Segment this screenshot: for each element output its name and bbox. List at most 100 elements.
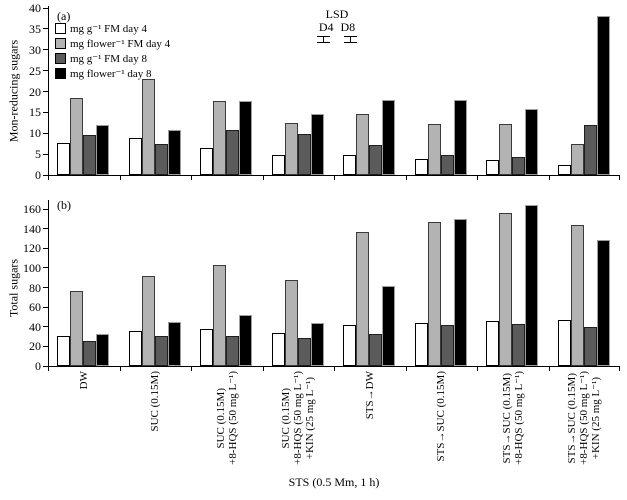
- bar-series3-group0: [96, 124, 109, 175]
- y-tick-label: 20: [29, 339, 41, 354]
- y-tick-mark: [43, 345, 48, 347]
- bar-series3-group7: [596, 16, 610, 175]
- x-category-label-line: +8-HQS (50 mg L⁻¹): [292, 371, 305, 465]
- x-category-label-line: STS→SUC (0.15M): [500, 372, 513, 464]
- y-axis-line: [48, 6, 49, 175]
- bar-series0-group1: [128, 137, 142, 175]
- legend-item: mg g⁻¹ FM day 4: [55, 22, 170, 35]
- x-axis-category-labels: DW SUC (0.15M) SUC (0.15M) +8-HQS (50 mg L⁻…: [48, 371, 620, 471]
- y-tick-mark: [43, 174, 48, 176]
- x-tick-mark: [334, 366, 335, 371]
- y-tick-mark: [43, 267, 48, 269]
- x-tick-mark: [477, 366, 478, 371]
- bar-series2-group5: [440, 154, 454, 175]
- y-tick-label: 0: [35, 359, 41, 373]
- y-tick-label: 35: [29, 21, 41, 36]
- bar-series2-group7: [583, 124, 597, 175]
- bar-series1-group4: [356, 114, 369, 175]
- bar-series2-group5: [440, 324, 454, 366]
- y-tick-label: 40: [29, 1, 41, 15]
- legend-item: mg flower⁻¹ day 8: [55, 67, 170, 80]
- y-tick-label: 15: [29, 105, 41, 120]
- y-tick-label: 160: [23, 202, 41, 216]
- bar-series1-group6: [499, 123, 512, 175]
- y-tick-mark: [43, 306, 48, 308]
- legend-swatch-icon: [55, 38, 66, 49]
- y-tick-label: 30: [29, 42, 41, 57]
- bar-series3-group4: [382, 285, 395, 366]
- x-category-label-line: STS→SUC (0.15M): [566, 372, 579, 464]
- x-category-label-line: +8-HQS (50 mg L⁻¹): [512, 371, 525, 465]
- x-category-label: SUC (0.15M): [149, 371, 161, 432]
- x-category-label-line: SUC (0.15M): [214, 387, 227, 449]
- bar-series2-group1: [154, 144, 168, 175]
- legend: mg g⁻¹ FM day 4 mg flower⁻¹ FM day 4 mg g⁻…: [55, 22, 170, 82]
- bar-series0-group7: [557, 319, 571, 366]
- bar-series1-group1: [141, 78, 155, 175]
- bar-series1-group5: [427, 124, 441, 175]
- bar-series1-group7: [570, 144, 584, 175]
- panel-a-label: (a): [57, 9, 71, 23]
- legend-label: mg flower⁻¹ FM day 4: [70, 38, 171, 50]
- x-category-label-line: SUC (0.15M): [280, 387, 293, 449]
- error-bar-icon: [344, 36, 357, 43]
- bar-series0-group0: [57, 142, 70, 175]
- x-category-label: STS→SUC (0.15M): [435, 371, 447, 461]
- x-tick-mark: [619, 366, 620, 371]
- bar-series1-group0: [70, 291, 83, 366]
- legend-item: mg flower⁻¹ FM day 4: [55, 37, 170, 50]
- bar-series2-group2: [226, 335, 239, 366]
- x-axis-title: STS (0.5 Mm, 1 h): [288, 475, 380, 489]
- bar-series3-group3: [310, 322, 324, 366]
- bar-series0-group3: [271, 154, 285, 175]
- panel-a-y-axis-title: Mon-reducing sugars: [6, 39, 21, 143]
- legend-swatch-icon: [55, 23, 66, 34]
- bar-series3-group1: [167, 129, 181, 175]
- y-tick-label: 120: [23, 241, 41, 256]
- x-category-label: SUC (0.15M) +8-HQS (50 mg L⁻¹): [215, 371, 239, 465]
- bar-series3-group7: [596, 240, 610, 366]
- y-tick-mark: [43, 326, 48, 328]
- x-category-label-line: +8-HQS (50 mg L⁻¹): [578, 371, 591, 465]
- y-tick-mark: [43, 70, 48, 72]
- bar-series0-group4: [343, 155, 356, 175]
- y-tick-label: 80: [29, 280, 41, 295]
- y-tick-mark: [43, 228, 48, 230]
- y-tick-mark: [43, 49, 48, 51]
- x-tick-mark: [191, 366, 192, 371]
- legend-label: mg flower⁻¹ day 8: [70, 68, 152, 80]
- y-tick-label: 10: [29, 126, 41, 141]
- y-tick-mark: [43, 111, 48, 113]
- legend-swatch-icon: [55, 53, 66, 64]
- x-tick-mark: [548, 175, 550, 180]
- bar-series0-group1: [128, 330, 142, 366]
- bar-series1-group3: [284, 279, 298, 366]
- bar-series0-group5: [414, 158, 428, 175]
- x-tick-mark: [191, 175, 192, 180]
- x-tick-mark: [477, 175, 478, 180]
- x-category-label: STS→DW: [364, 371, 376, 419]
- x-category-label-line: STS→SUC (0.15M): [435, 371, 448, 462]
- bar-series1-group5: [427, 221, 441, 366]
- bar-series0-group4: [343, 324, 356, 366]
- bar-series2-group0: [83, 340, 96, 366]
- y-tick-label: 0: [35, 168, 41, 182]
- lsd-label-d4: D4: [318, 20, 334, 34]
- x-category-label-line: DW: [77, 371, 90, 390]
- x-category-label: STS→SUC (0.15M) +8-HQS (50 mg L⁻¹): [501, 371, 525, 465]
- x-category-label-line: +KIN (25 mg L⁻¹): [304, 376, 317, 460]
- legend-label: mg g⁻¹ FM day 4: [70, 23, 147, 35]
- error-bar-icon: [317, 36, 330, 43]
- y-tick-label: 100: [23, 260, 41, 275]
- bar-series3-group6: [525, 205, 538, 366]
- bar-series0-group2: [200, 148, 213, 175]
- x-category-label: DW: [78, 371, 90, 389]
- bar-series0-group0: [57, 335, 70, 366]
- y-tick-label: 140: [23, 221, 41, 236]
- lsd-annotation: LSD D4 D8: [305, 8, 369, 43]
- panel-a-plot-area: (a) mg g⁻¹ FM day 4 mg flower⁻¹ FM day 4 m…: [29, 2, 620, 181]
- x-tick-mark: [119, 175, 121, 180]
- y-tick-mark: [43, 91, 48, 92]
- y-tick-label: 25: [29, 63, 41, 78]
